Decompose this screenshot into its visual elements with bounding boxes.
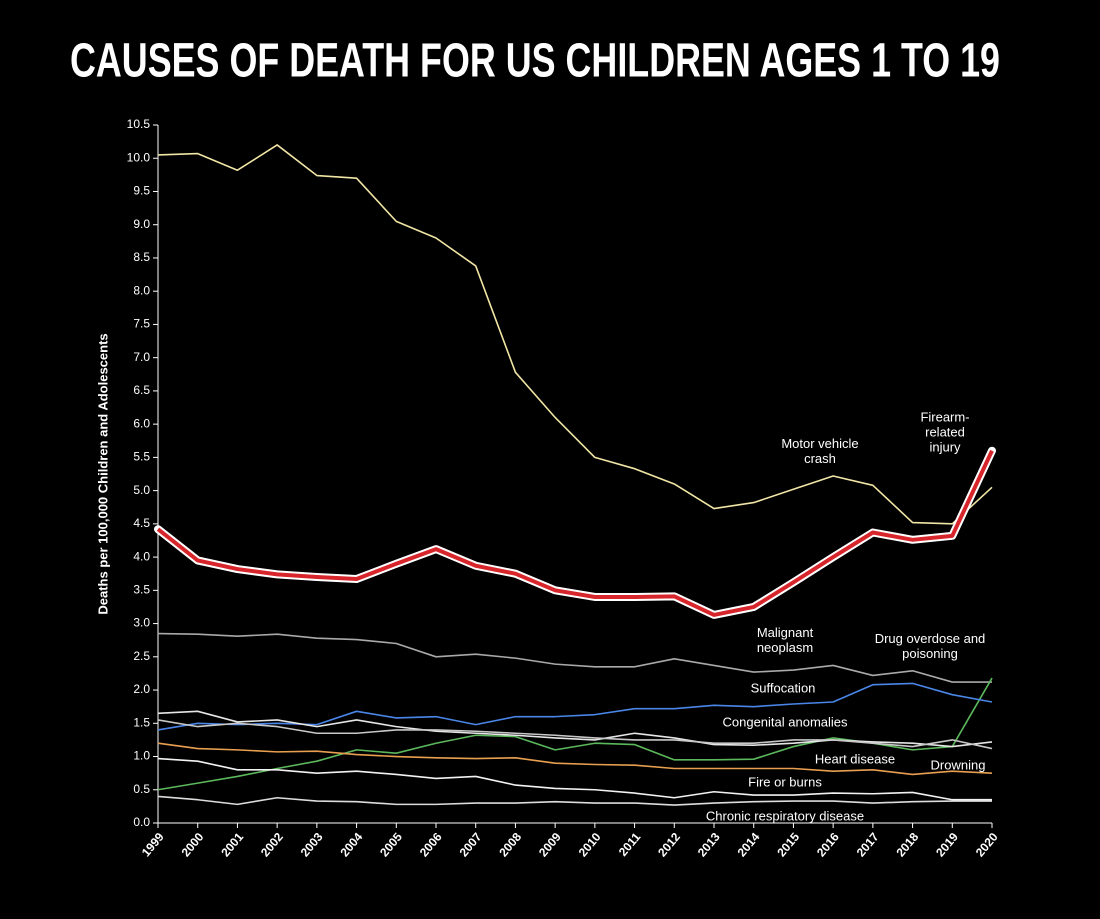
y-tick-label: 2.0	[133, 682, 150, 696]
x-tick-label: 2012	[655, 830, 683, 860]
y-tick-label: 9.5	[133, 184, 150, 198]
y-tick-label: 7.0	[133, 350, 150, 364]
series-label: Suffocation	[750, 680, 816, 696]
y-tick-label: 6.0	[133, 416, 150, 430]
y-tick-label: 10.0	[127, 150, 151, 164]
x-tick-label: 2017	[854, 830, 882, 860]
y-tick-label: 3.5	[133, 583, 150, 597]
y-tick-label: 1.5	[133, 715, 150, 729]
x-tick-label: 2020	[973, 830, 1001, 860]
series-line	[157, 144, 993, 525]
x-tick-label: 2010	[576, 830, 604, 860]
y-axis-label: Deaths per 100,000 Children and Adolesce…	[95, 333, 110, 614]
x-tick-label: 2013	[695, 830, 723, 860]
series-line	[157, 757, 992, 801]
x-tick-label: 2018	[893, 830, 921, 860]
y-tick-label: 7.5	[133, 317, 150, 331]
y-tick-label: 3.0	[133, 616, 150, 630]
chart-title: CAUSES OF DEATH FOR US CHILDREN AGES 1 T…	[70, 35, 1000, 88]
y-tick-label: 5.5	[133, 450, 150, 464]
x-tick-label: 2009	[536, 830, 564, 860]
x-tick-label: 2000	[179, 830, 207, 860]
series-outline	[154, 446, 996, 619]
y-tick-label: 10.5	[127, 117, 151, 131]
series-label: Chronic respiratory disease	[705, 808, 865, 824]
x-tick-label: 2016	[814, 830, 842, 860]
y-tick-label: 0.0	[133, 815, 150, 829]
y-tick-label: 0.5	[133, 782, 150, 796]
x-tick-label: 2011	[616, 830, 644, 859]
x-tick-label: 2015	[774, 830, 802, 860]
x-tick-label: 2006	[417, 830, 445, 860]
y-tick-label: 1.0	[133, 749, 150, 763]
series-label: Malignant neoplasm	[756, 625, 814, 655]
y-tick-label: 2.5	[133, 649, 150, 663]
series-label: Firearm-related injury	[920, 409, 970, 455]
series-label: Motor vehicle crash	[781, 436, 859, 466]
x-tick-label: 2001	[218, 830, 246, 860]
x-tick-label: 2008	[496, 830, 524, 860]
y-tick-label: 8.0	[133, 283, 150, 297]
series-line	[157, 632, 992, 683]
x-tick-label: 2005	[377, 830, 405, 860]
series-label: Drug overdose and poisoning	[874, 631, 986, 661]
series-line	[157, 719, 993, 750]
x-tick-label: 2003	[298, 830, 326, 860]
y-tick-label: 4.5	[133, 516, 150, 530]
y-tick-label: 9.0	[133, 217, 150, 231]
series-line	[157, 742, 993, 776]
y-tick-label: 8.5	[133, 250, 150, 264]
x-tick-label: 2002	[258, 830, 286, 860]
series-label: Drowning	[930, 757, 986, 773]
y-tick-label: 4.0	[133, 549, 150, 563]
y-tick-label: 5.0	[133, 483, 150, 497]
x-tick-label: 2004	[337, 830, 365, 860]
x-tick-label: 2014	[735, 830, 763, 860]
y-tick-label: 6.5	[133, 383, 150, 397]
series-line	[156, 449, 994, 617]
x-tick-label: 1999	[139, 830, 167, 860]
series-label: Congenital anomalies	[722, 714, 848, 730]
series-label: Heart disease	[814, 751, 896, 767]
x-tick-label: 2019	[933, 830, 961, 860]
series-line	[157, 795, 992, 806]
series-label: Fire or burns	[748, 774, 822, 790]
series-line	[157, 677, 993, 791]
x-tick-label: 2007	[457, 830, 485, 860]
